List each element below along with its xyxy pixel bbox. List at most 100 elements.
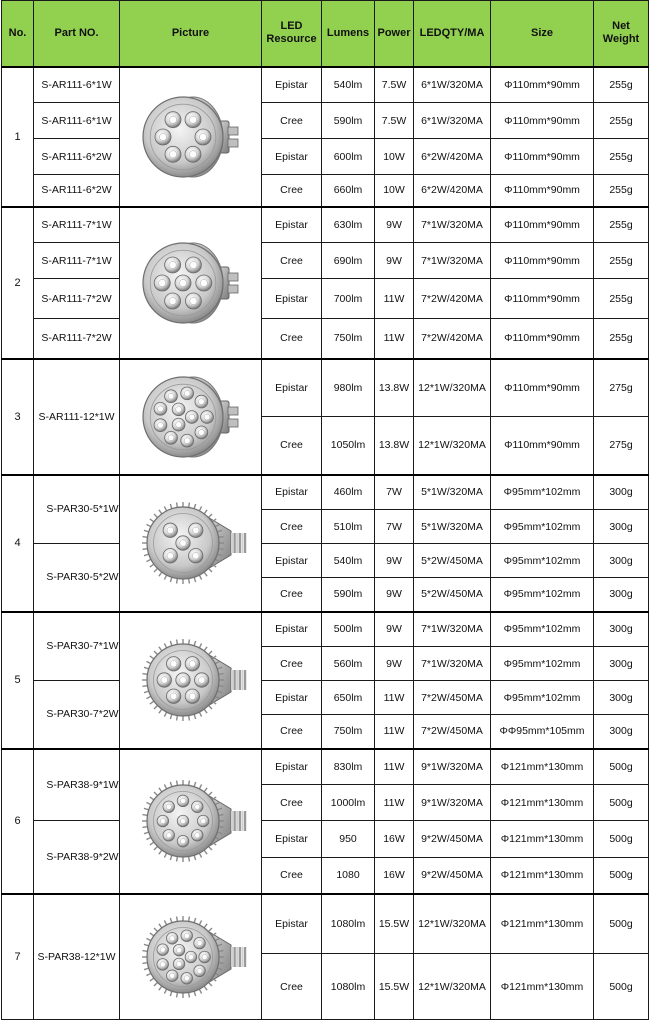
part-number: S-PAR38-9*2W [33, 820, 120, 894]
net-weight-value: 500g [593, 953, 649, 1020]
lumens-value: 560lm [321, 646, 375, 681]
header-size: Size [490, 0, 594, 67]
size-value: Φ121mm*130mm [490, 820, 594, 858]
part-number: S-AR111-12*1W [33, 357, 120, 475]
net-weight-value: 300g [593, 610, 649, 647]
ledqty-value: 9*2W/450MA [413, 820, 491, 858]
led-resource: Cree [261, 318, 322, 359]
power-value: 9W [374, 242, 414, 279]
table-row: Cree 560lm 9W 7*1W/320MA Φ95mm*102mm 300g [2, 646, 649, 681]
table-row: 5 S-PAR30-7*1W Epistar 500lm 9W 7*1W/320MA Φ95… [1, 610, 649, 749]
lumens-value: 590lm [321, 102, 375, 139]
power-value: 16W [374, 820, 414, 858]
size-value: Φ95mm*102mm [490, 577, 594, 612]
ledqty-value: 6*1W/320MA [413, 102, 491, 139]
par38-lamp-icon [121, 766, 261, 876]
net-weight-value: 300g [593, 543, 649, 578]
net-weight-value: 255g [593, 65, 649, 103]
table-row: S-AR111-6*2W Cree 660lm 10W 6*2W/420MA Φ110mm… [2, 174, 649, 207]
net-weight-value: 300g [593, 646, 649, 681]
led-resource: Epistar [261, 892, 322, 954]
header-lumens: Lumens [321, 0, 375, 67]
lumens-value: 700lm [321, 278, 375, 319]
part-number: S-AR111-6*1W [33, 102, 120, 139]
ledqty-value: 7*1W/320MA [413, 646, 491, 681]
part-number: S-PAR30-5*1W [33, 473, 120, 544]
led-resource: Cree [261, 714, 322, 749]
ledqty-value: 5*1W/320MA [413, 509, 491, 544]
size-value: Φ121mm*130mm [490, 857, 594, 894]
product-picture [119, 892, 262, 1020]
led-resource: Epistar [261, 473, 322, 510]
size-value: Φ110mm*90mm [490, 205, 594, 243]
ar111-lamp-icon [121, 363, 261, 471]
row-number: 4 [1, 473, 34, 612]
size-value: Φ95mm*102mm [490, 610, 594, 647]
net-weight-value: 500g [593, 820, 649, 858]
part-number: S-AR111-7*2W [33, 278, 120, 319]
lumens-value: 540lm [321, 543, 375, 578]
part-number: S-PAR30-7*1W [33, 610, 120, 681]
header-ledqty: LEDQTY/MA [413, 0, 491, 67]
ledqty-value: 7*1W/320MA [413, 242, 491, 279]
ledqty-value: 7*2W/420MA [413, 278, 491, 319]
row-number: 7 [1, 892, 34, 1020]
power-value: 11W [374, 318, 414, 359]
led-resource: Cree [261, 102, 322, 139]
led-resource: Epistar [261, 610, 322, 647]
ar111-lamp-icon [121, 82, 261, 192]
ledqty-value: 6*1W/320MA [413, 65, 491, 103]
ledqty-value: 12*1W/320MA [413, 953, 491, 1020]
net-weight-value: 300g [593, 714, 649, 749]
led-resource: Epistar [261, 357, 322, 417]
part-number: S-PAR38-9*1W [33, 747, 120, 821]
table-row: 6 S-PAR38-9*1W Epistar 830lm 11W 9*1W/320MA Φ1… [1, 747, 649, 894]
part-number: S-AR111-7*1W [33, 205, 120, 243]
led-resource: Epistar [261, 65, 322, 103]
table-row: S-PAR30-7*2W Epistar 650lm 11W 7*2W/450MA Φ95… [2, 680, 649, 749]
lumens-value: 750lm [321, 318, 375, 359]
lumens-value: 750lm [321, 714, 375, 749]
size-value: Φ110mm*90mm [490, 242, 594, 279]
table-row: Cree 1080 16W 9*2W/450MA Φ121mm*130mm 500g [2, 857, 649, 894]
net-weight-value: 300g [593, 473, 649, 510]
lumens-value: 830lm [321, 747, 375, 785]
lumens-value: 540lm [321, 65, 375, 103]
ledqty-value: 7*2W/450MA [413, 714, 491, 749]
lumens-value: 950 [321, 820, 375, 858]
power-value: 9W [374, 577, 414, 612]
power-value: 9W [374, 205, 414, 243]
led-resource: Cree [261, 242, 322, 279]
ledqty-value: 7*2W/450MA [413, 680, 491, 715]
part-number: S-AR111-7*2W [33, 318, 120, 359]
ledqty-value: 6*2W/420MA [413, 138, 491, 175]
table-row: S-AR111-6*2W Epistar 600lm 10W 6*2W/420MA Φ11… [2, 138, 649, 175]
power-value: 7W [374, 473, 414, 510]
net-weight-value: 255g [593, 318, 649, 359]
power-value: 15.5W [374, 953, 414, 1020]
power-value: 15.5W [374, 892, 414, 954]
size-value: ΦΦ95mm*105mm [490, 714, 594, 749]
net-weight-value: 300g [593, 577, 649, 612]
power-value: 7W [374, 509, 414, 544]
product-picture [119, 747, 262, 894]
par30-lamp-icon [121, 625, 261, 735]
row-number: 1 [1, 65, 34, 207]
net-weight-value: 500g [593, 784, 649, 821]
ledqty-value: 12*1W/320MA [413, 892, 491, 954]
led-resource: Epistar [261, 747, 322, 785]
size-value: Φ121mm*130mm [490, 747, 594, 785]
power-value: 11W [374, 680, 414, 715]
size-value: Φ121mm*130mm [490, 784, 594, 821]
led-resource: Epistar [261, 543, 322, 578]
size-value: Φ95mm*102mm [490, 646, 594, 681]
ledqty-value: 9*1W/320MA [413, 747, 491, 785]
ledqty-value: 5*2W/450MA [413, 577, 491, 612]
ledqty-value: 6*2W/420MA [413, 174, 491, 207]
table-row: 2 S-AR111-7*1W Epistar 630lm 9W 7*1W/320MA Φ11… [1, 205, 649, 359]
led-resource: Cree [261, 509, 322, 544]
led-resource: Cree [261, 416, 322, 475]
net-weight-value: 255g [593, 102, 649, 139]
led-resource: Cree [261, 174, 322, 207]
ledqty-value: 9*2W/450MA [413, 857, 491, 894]
